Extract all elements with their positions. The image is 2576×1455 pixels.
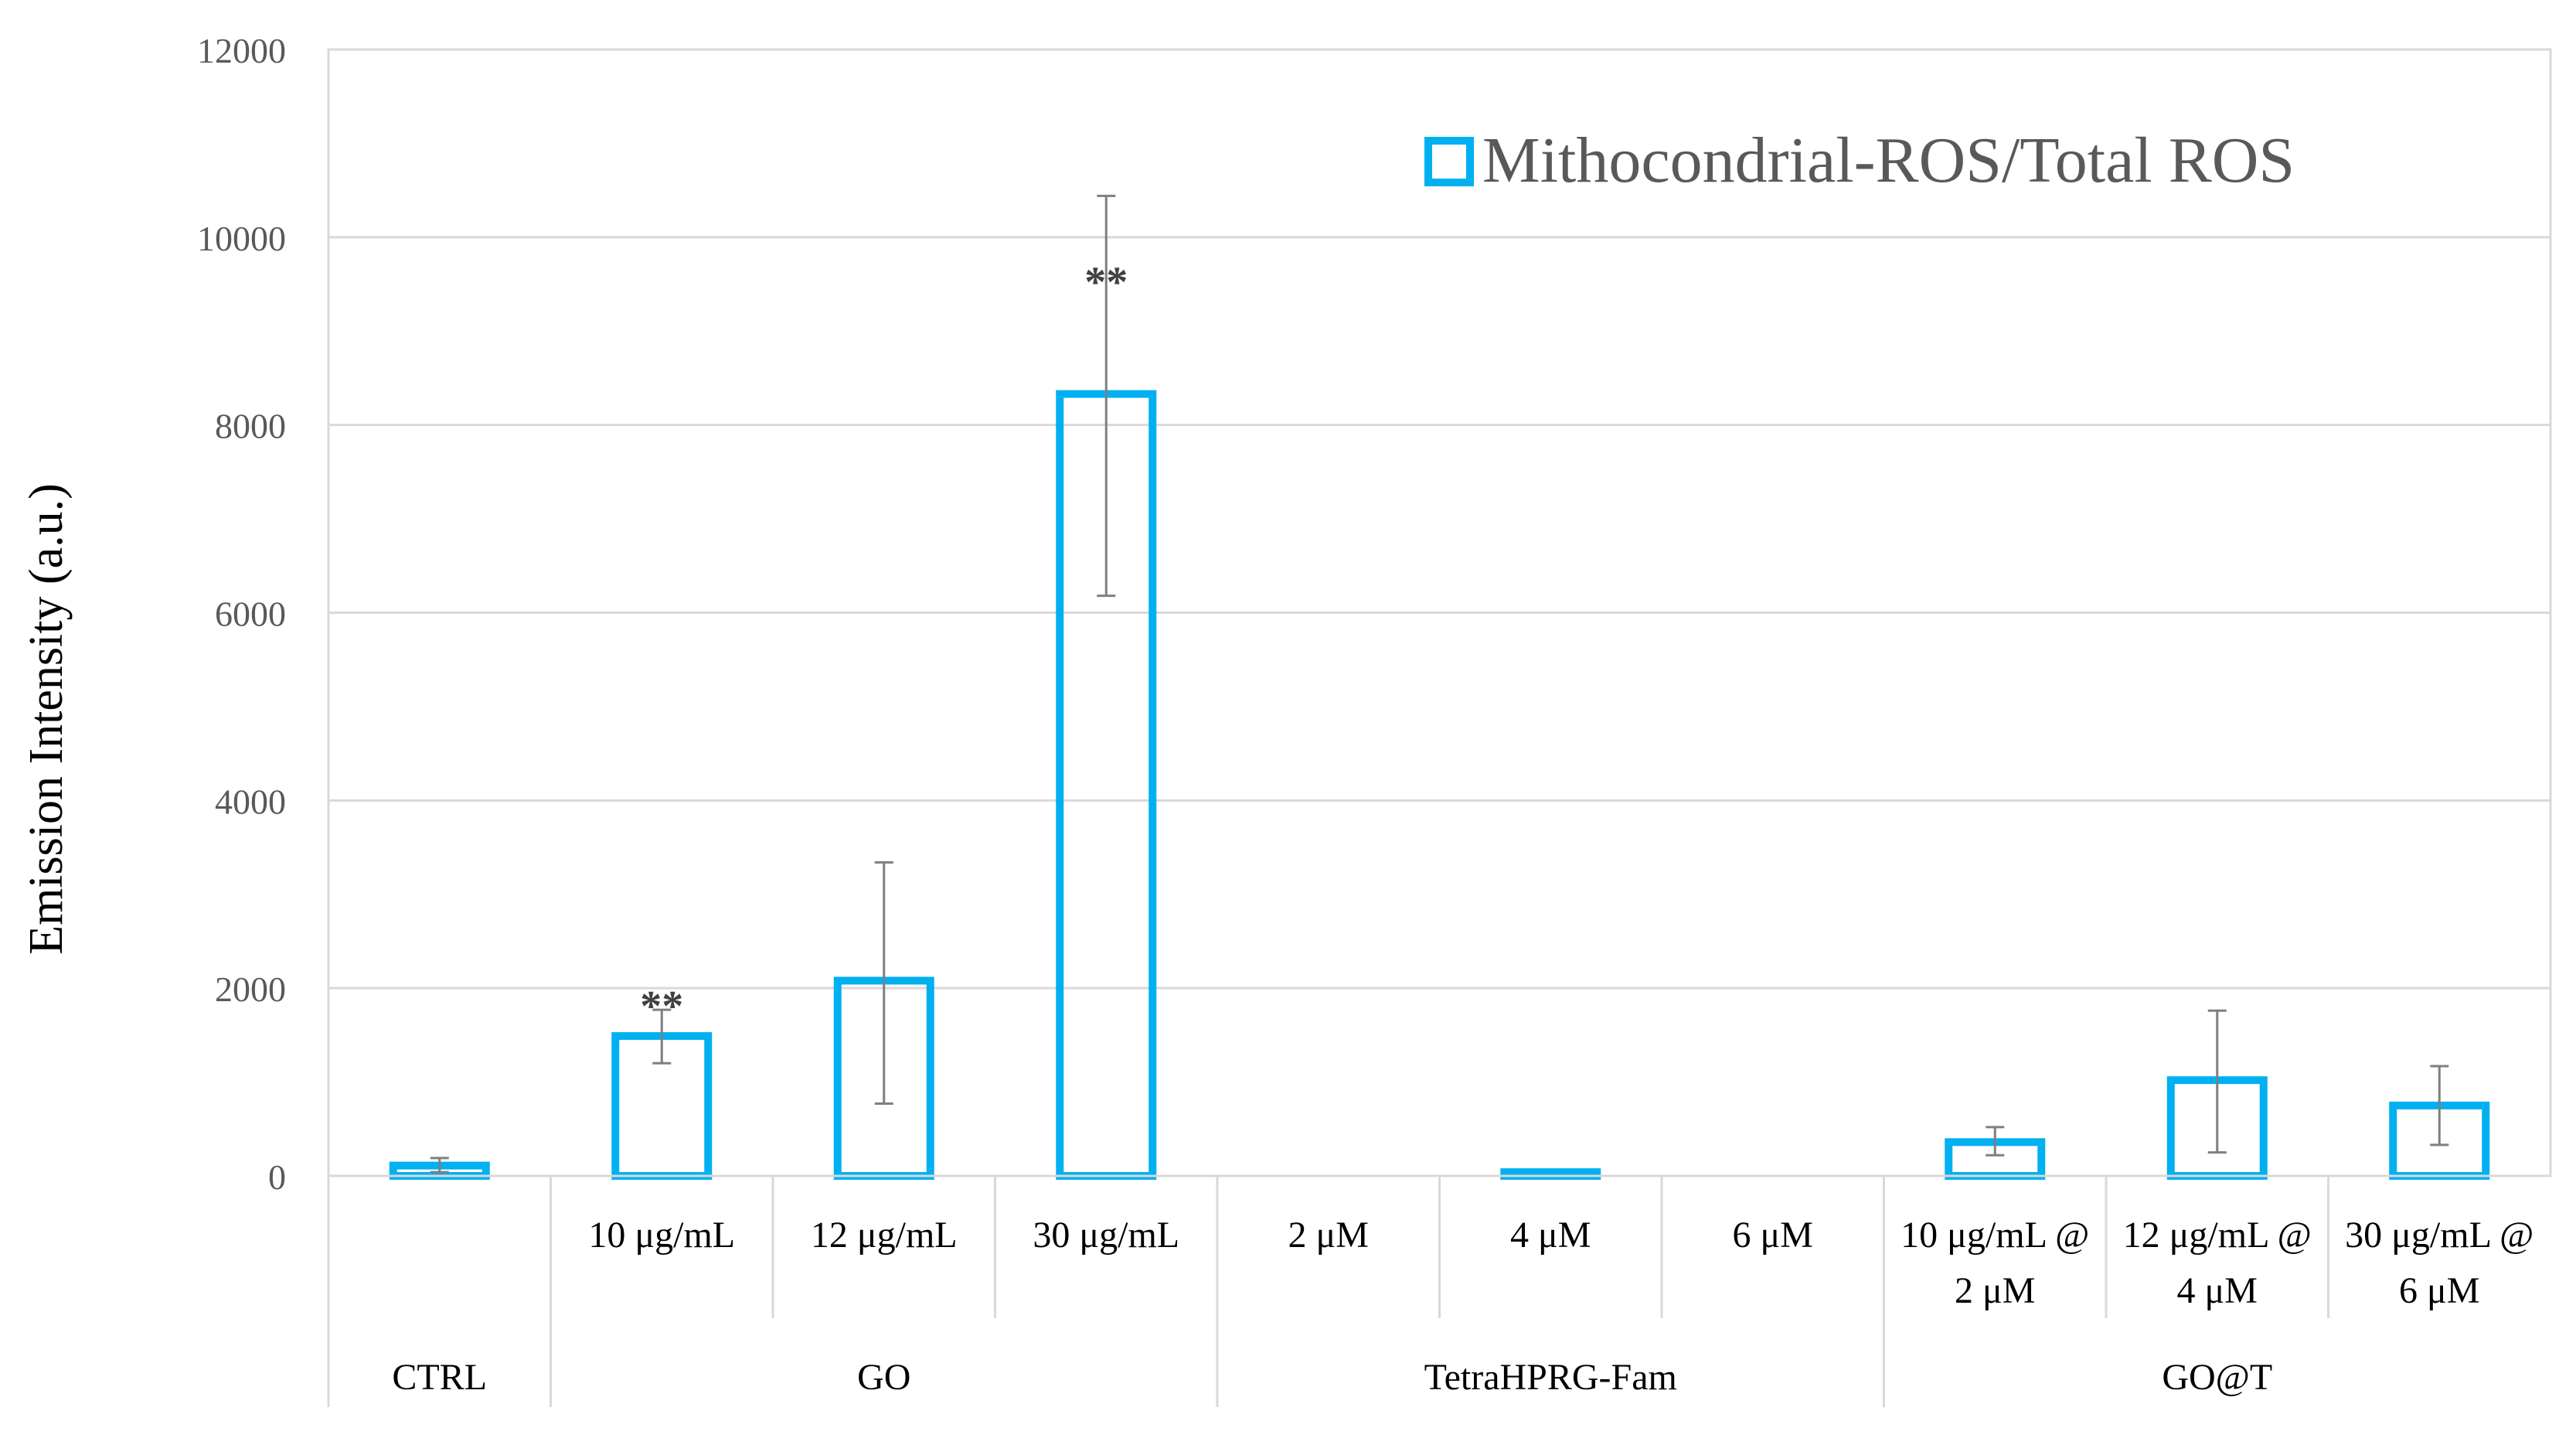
bars (389, 194, 2490, 1181)
x-tick-label: 6 μM (1733, 1215, 1813, 1256)
y-tick-label: 6000 (215, 595, 286, 634)
x-tick-label: 6 μM (2399, 1270, 2479, 1311)
legend-swatch (1424, 137, 1474, 186)
y-tick-label: 2000 (215, 969, 286, 1009)
y-tick-label: 8000 (215, 407, 286, 446)
x-tick-label: 4 μM (2177, 1270, 2258, 1311)
x-tick-label: 12 μg/mL (811, 1215, 958, 1256)
x-tick-label: 10 μg/mL (588, 1215, 735, 1256)
y-tick-label: 4000 (215, 782, 286, 821)
x-tick-label: 12 μg/mL @ (2123, 1215, 2312, 1256)
axis-labels: 0 2000 4000 6000 8000 10000 12000 ** 10 μg/mL 12 … (197, 31, 2533, 1398)
x-tick-label: 30 μg/mL @ (2345, 1215, 2533, 1256)
y-tick-label: 10000 (197, 219, 286, 258)
group-label: CTRL (392, 1357, 487, 1398)
axes (327, 1174, 2550, 1407)
significance-annotation: ** (640, 983, 683, 1031)
x-tick-label: 10 μg/mL @ (1901, 1215, 2089, 1256)
legend-label: Mithocondrial-ROS/Total ROS (1482, 124, 2295, 196)
group-label: TetraHPRG-Fam (1424, 1357, 1677, 1398)
x-tick-label: 2 μM (1955, 1270, 2035, 1311)
legend: Mithocondrial-ROS/Total ROS (1424, 124, 2295, 196)
group-label: GO@T (2162, 1357, 2272, 1398)
group-label: GO (857, 1357, 910, 1398)
x-tick-label: 30 μg/mL (1033, 1215, 1179, 1256)
x-tick-label: 2 μM (1288, 1215, 1369, 1256)
y-tick-label: 12000 (197, 31, 286, 70)
x-tick-label: 4 μM (1510, 1215, 1591, 1256)
significance-annotation: ** (1084, 258, 1128, 306)
y-axis-title: Emission Intensity (a.u.) (20, 483, 73, 955)
y-tick-label: 0 (268, 1157, 286, 1197)
